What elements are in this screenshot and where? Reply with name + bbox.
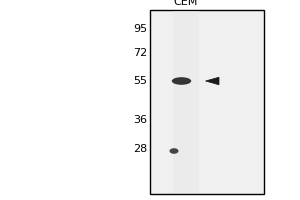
Text: 36: 36: [133, 115, 147, 125]
Text: 72: 72: [133, 48, 147, 58]
Ellipse shape: [172, 77, 191, 85]
Text: 55: 55: [133, 76, 147, 86]
Polygon shape: [206, 77, 219, 85]
Text: CEM: CEM: [174, 0, 198, 7]
Ellipse shape: [169, 148, 178, 154]
Bar: [173, 11, 199, 193]
Text: 28: 28: [133, 144, 147, 154]
Text: 95: 95: [133, 24, 147, 34]
Bar: [150, 10, 264, 194]
